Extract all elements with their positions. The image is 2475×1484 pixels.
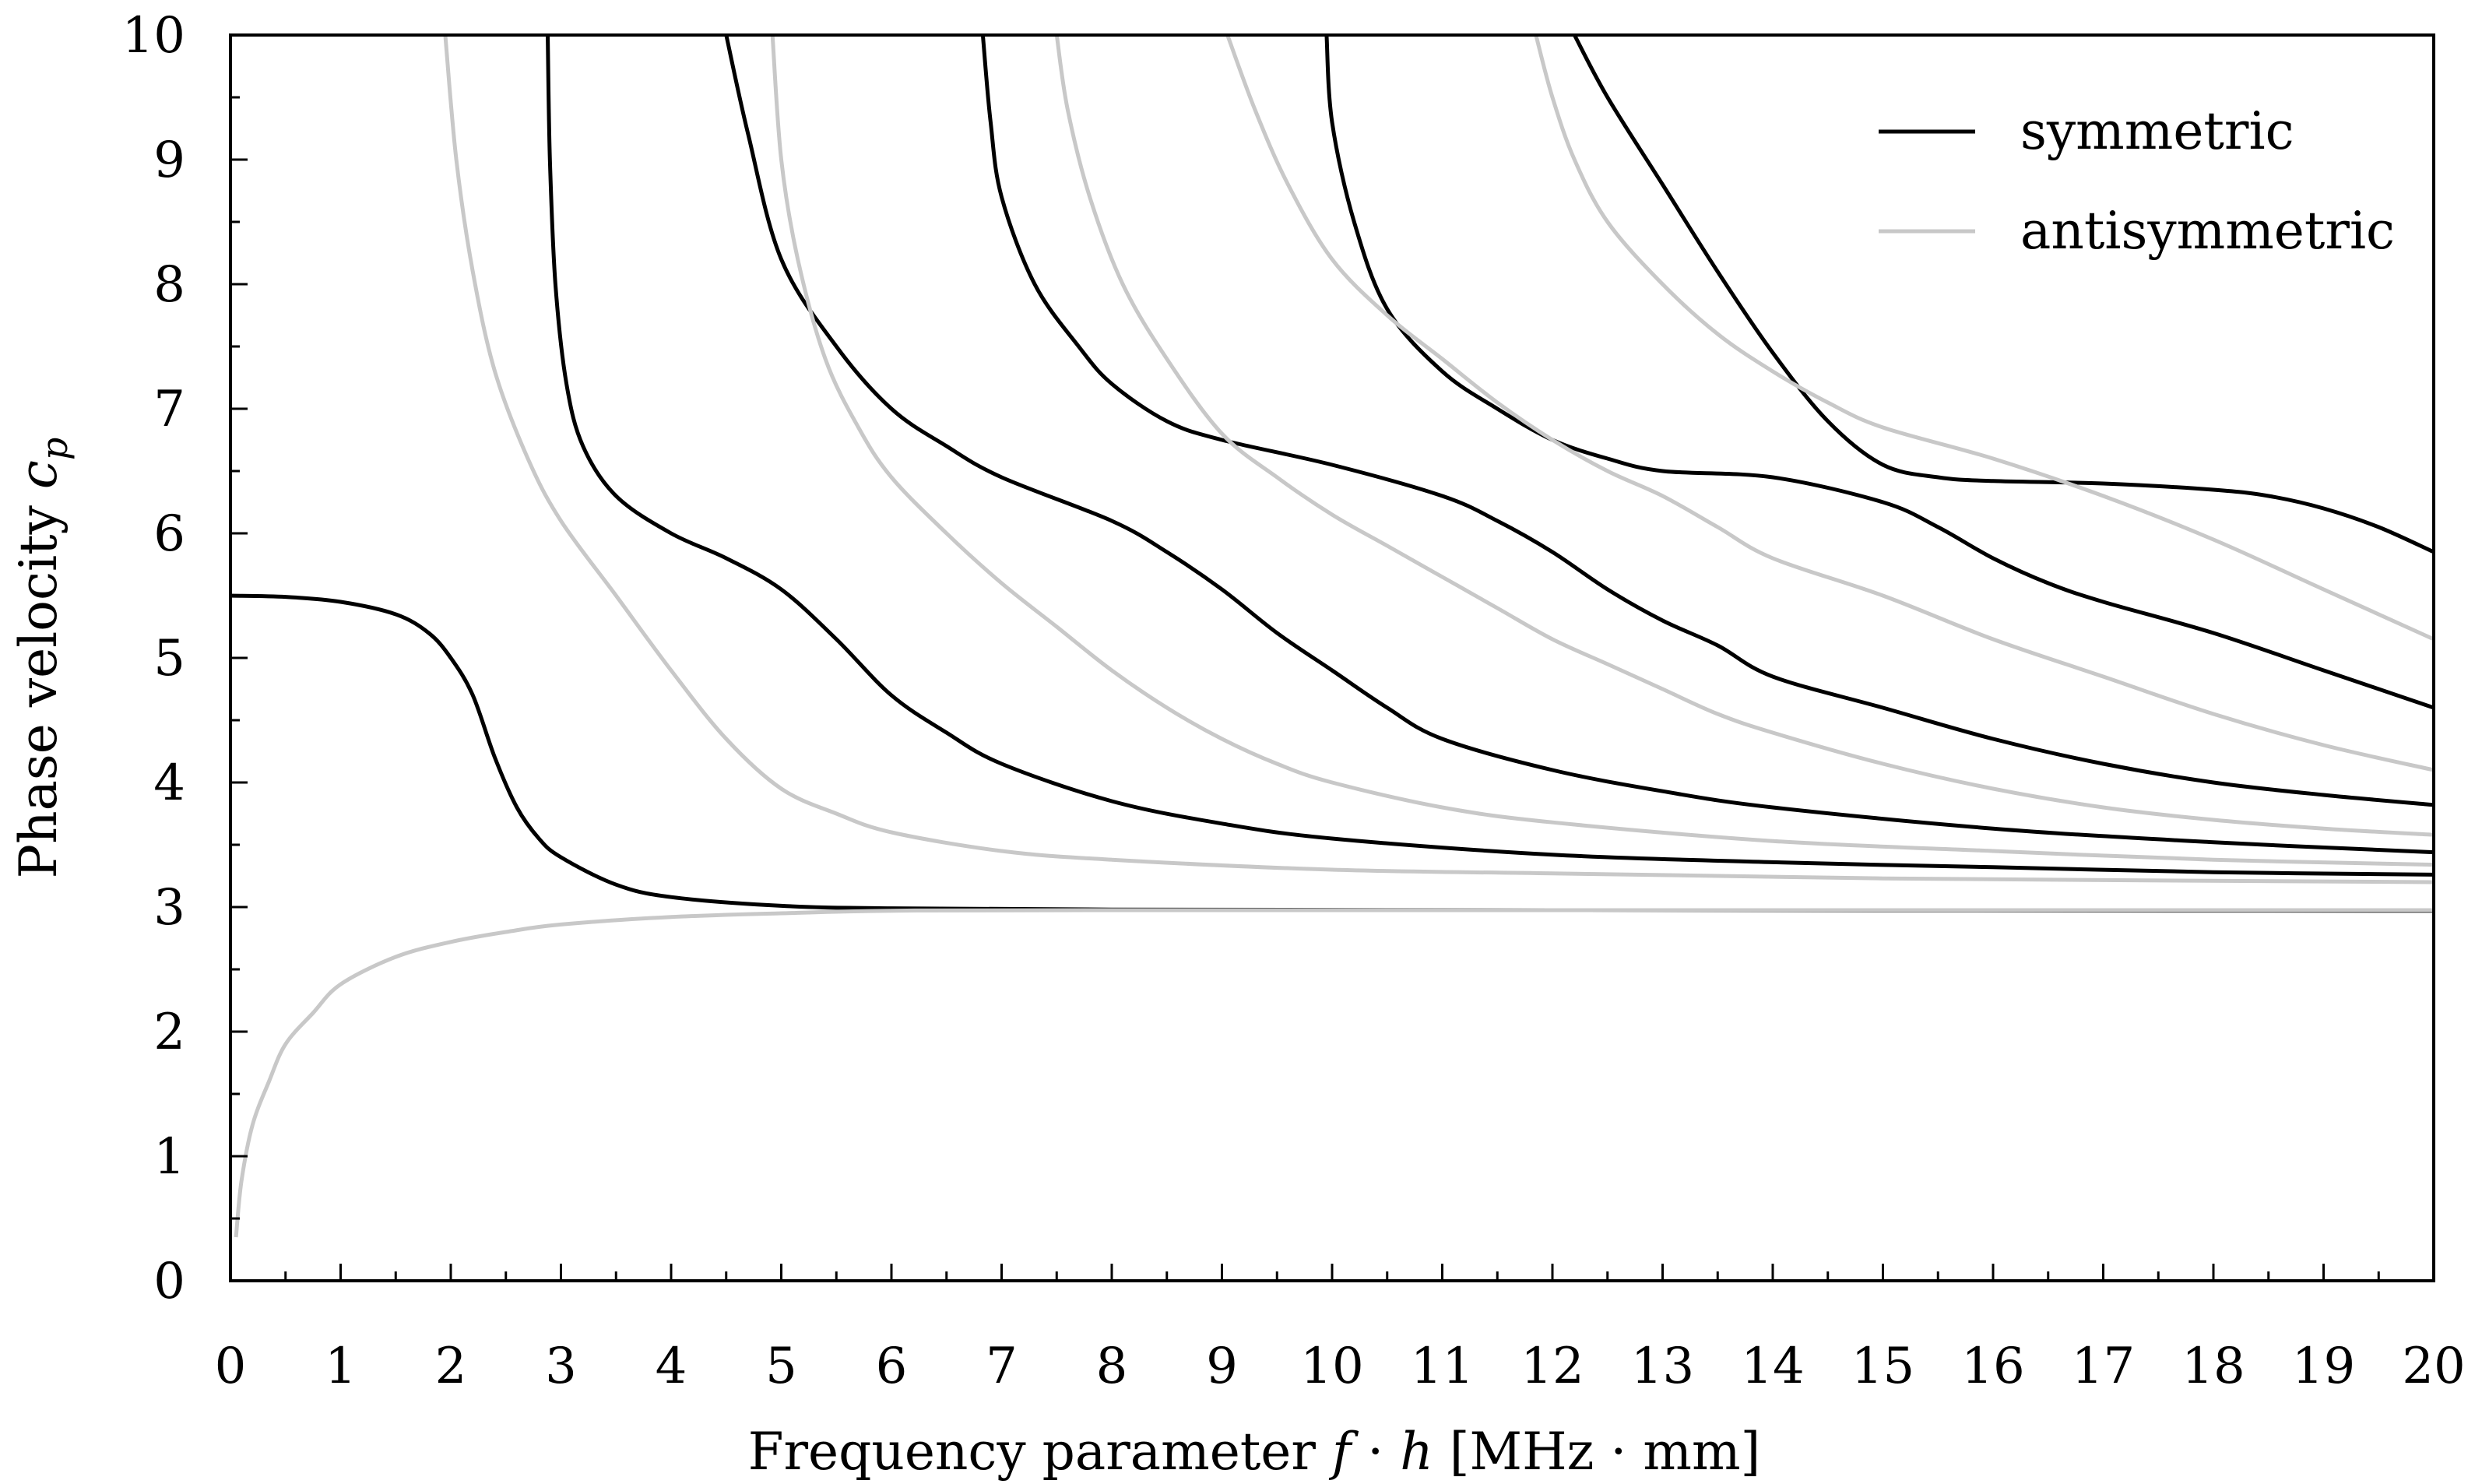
x-tick-label: 5 — [765, 1338, 797, 1395]
x-tick-label: 7 — [986, 1338, 1018, 1395]
x-axis-ticks: 0 1 2 3 4 5 6 7 8 9 10 11 12 13 14 15 16 17 18 19 20 — [215, 1264, 2466, 1395]
y-tick-label: 9 — [153, 132, 185, 189]
y-tick-label: 4 — [153, 754, 185, 812]
x-axis-title: Frequency parameter f · h [MHz · mm] — [748, 1422, 1761, 1482]
antisymmetric-mode-curve-8 — [770, 34, 2435, 867]
antisymmetric-mode-curve-6 — [234, 908, 2435, 1238]
x-tick-label: 15 — [1851, 1338, 1914, 1395]
legend-symmetric-label: symmetric — [2020, 101, 2294, 161]
y-tick-label: 0 — [153, 1253, 185, 1310]
x-tick-label: 0 — [215, 1338, 247, 1395]
x-tick-label: 12 — [1521, 1338, 1584, 1395]
y-tick-label: 1 — [153, 1128, 185, 1186]
y-tick-label: 3 — [153, 879, 185, 937]
y-tick-label: 10 — [122, 7, 185, 65]
symmetric-mode-curve-0 — [230, 593, 2435, 913]
y-axis-title: Phase velocity cp — [9, 438, 76, 879]
x-tick-label: 3 — [545, 1338, 577, 1395]
symmetric-mode-curve-3 — [980, 34, 2435, 807]
y-tick-label: 2 — [153, 1004, 185, 1061]
symmetric-mode-curve-4 — [1324, 34, 2435, 710]
x-tick-label: 9 — [1206, 1338, 1238, 1395]
antisymmetric-mode-curve-10 — [1225, 34, 2435, 772]
symmetric-mode-curve-2 — [724, 34, 2435, 855]
antisymmetric-mode-curve-7 — [443, 34, 2435, 884]
x-tick-label: 13 — [1631, 1338, 1694, 1395]
x-tick-label: 20 — [2402, 1338, 2465, 1395]
symmetric-mode-curve-5 — [1573, 33, 2435, 554]
x-tick-label: 16 — [1961, 1338, 2024, 1395]
symmetric-mode-curve-1 — [546, 34, 2435, 877]
legend-antisymmetric-label: antisymmetric — [2020, 201, 2395, 261]
y-tick-label: 8 — [153, 256, 185, 314]
x-tick-label: 19 — [2292, 1338, 2355, 1395]
y-axis-ticks: 0 1 2 3 4 5 6 7 8 9 10 — [122, 7, 248, 1310]
legend: symmetric antisymmetric — [1879, 101, 2395, 261]
y-tick-label: 7 — [153, 381, 185, 438]
plot-lines — [230, 33, 2435, 1238]
x-tick-label: 14 — [1741, 1338, 1804, 1395]
x-tick-label: 11 — [1411, 1338, 1474, 1395]
antisymmetric-mode-curve-9 — [1054, 34, 2435, 837]
x-tick-label: 17 — [2072, 1338, 2135, 1395]
x-tick-label: 1 — [325, 1338, 357, 1395]
x-tick-label: 18 — [2181, 1338, 2245, 1395]
x-tick-label: 4 — [656, 1338, 687, 1395]
antisymmetric-mode-curve-11 — [1534, 34, 2435, 642]
x-tick-label: 10 — [1300, 1338, 1363, 1395]
x-tick-label: 8 — [1096, 1338, 1128, 1395]
x-tick-label: 6 — [876, 1338, 908, 1395]
y-tick-label: 6 — [153, 505, 185, 563]
x-tick-label: 2 — [435, 1338, 467, 1395]
y-tick-label: 5 — [153, 630, 185, 687]
